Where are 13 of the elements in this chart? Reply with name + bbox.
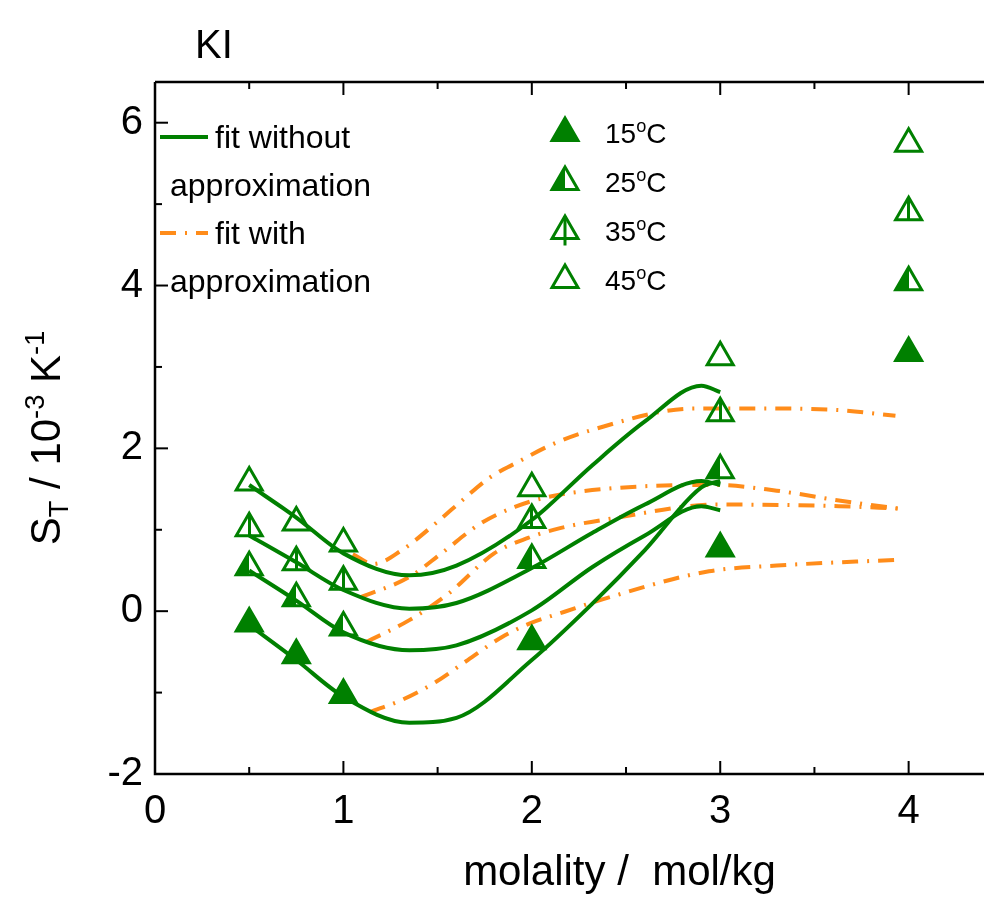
y-tick-label: 2 [120,423,143,468]
y-tick-label: -2 [107,749,143,794]
legend-label: fit with approximation [170,215,371,299]
y-axis-title: ST / 10-3 K-1 [19,330,75,546]
x-tick-label: 3 [709,787,732,832]
y-tick-label: 0 [120,586,143,631]
x-tick-label: 1 [332,787,355,832]
x-axis-title: molality / mol/kg [463,847,776,894]
x-tick-label: 4 [897,787,920,832]
y-tick-label: 6 [120,97,143,142]
y-tick-label: 4 [120,260,143,305]
x-tick-label: 2 [520,787,543,832]
chart-title: KI [195,22,233,66]
